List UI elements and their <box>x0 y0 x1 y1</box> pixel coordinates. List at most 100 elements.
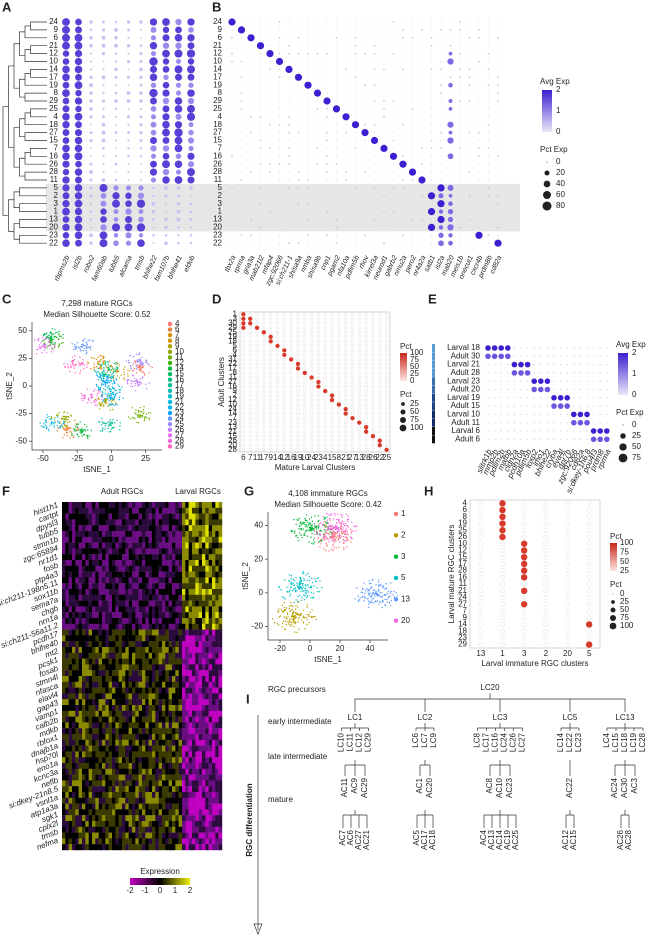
dot <box>355 226 356 228</box>
point <box>47 335 49 337</box>
point <box>116 404 118 406</box>
point <box>135 390 137 392</box>
x-axis-label: Mature Larval Clusters <box>275 463 355 472</box>
dot <box>309 393 314 398</box>
dot <box>546 422 549 424</box>
point <box>63 411 65 413</box>
heatmap-cell <box>165 507 169 514</box>
dot <box>288 242 290 245</box>
dot <box>586 635 592 641</box>
dot <box>275 420 280 425</box>
heatmap-cell <box>185 531 189 537</box>
heatmap-cell <box>105 513 109 520</box>
dot <box>187 34 195 42</box>
point <box>140 369 143 372</box>
dot <box>255 339 259 344</box>
dot <box>275 384 280 389</box>
dot <box>288 61 290 62</box>
dot <box>307 147 309 149</box>
dot <box>231 124 233 126</box>
dot <box>378 425 382 429</box>
point <box>134 385 136 387</box>
point <box>47 428 49 430</box>
dot <box>507 397 509 399</box>
heatmap-cell <box>65 548 69 555</box>
legend-label: 29 <box>175 442 184 451</box>
dot <box>350 420 355 425</box>
row-label: 28 <box>228 445 237 454</box>
dot <box>357 321 362 325</box>
dot <box>250 21 252 23</box>
dot <box>364 52 366 55</box>
point <box>77 434 79 436</box>
point <box>313 523 315 525</box>
point <box>69 431 71 433</box>
point <box>392 594 394 596</box>
dot <box>241 398 246 402</box>
dot <box>373 100 376 102</box>
point <box>112 408 114 411</box>
dot <box>564 403 570 409</box>
point <box>282 620 285 622</box>
dot <box>268 425 273 429</box>
dot <box>255 362 259 366</box>
heatmap-cell <box>78 525 83 532</box>
heatmap-cell <box>145 507 149 514</box>
heatmap-cell <box>82 502 86 508</box>
point <box>347 533 349 536</box>
dot <box>255 439 259 443</box>
point <box>306 584 309 586</box>
point <box>43 346 45 349</box>
dot <box>393 68 394 70</box>
dot <box>279 195 280 197</box>
point <box>52 349 55 351</box>
point <box>64 417 66 419</box>
dot <box>326 52 328 55</box>
point <box>145 416 148 419</box>
point <box>381 599 384 601</box>
dot <box>335 218 338 221</box>
dot <box>355 234 356 236</box>
dot <box>114 20 118 24</box>
point <box>308 518 311 520</box>
column-label: 16 <box>287 453 296 462</box>
dot <box>275 411 280 416</box>
dot <box>176 217 181 222</box>
point <box>332 549 335 551</box>
dot <box>371 317 375 321</box>
heatmap-cell <box>205 531 209 537</box>
heatmap-cell <box>135 531 139 537</box>
dot <box>384 439 389 443</box>
dot <box>288 211 290 213</box>
dot <box>150 97 157 105</box>
dot <box>303 344 307 348</box>
dot <box>127 155 130 158</box>
heatmap-cell <box>208 519 213 526</box>
row-band <box>432 368 435 377</box>
point <box>290 529 292 532</box>
heatmap-cell <box>182 531 186 537</box>
dot <box>384 384 389 389</box>
heatmap-cell <box>115 519 119 526</box>
row-label: 25 <box>228 327 237 336</box>
dot <box>268 434 273 438</box>
dot <box>248 366 252 371</box>
dot <box>520 405 522 407</box>
point <box>337 538 340 540</box>
point <box>77 435 80 438</box>
dot <box>336 92 337 94</box>
dot <box>126 20 131 24</box>
dot <box>497 116 499 118</box>
dot <box>336 195 337 197</box>
dot <box>275 326 280 330</box>
dot <box>383 132 385 134</box>
point <box>300 528 303 530</box>
dot <box>469 21 470 23</box>
point <box>49 344 51 347</box>
heatmap-cell <box>215 531 219 537</box>
dot <box>364 420 368 425</box>
point <box>45 421 48 423</box>
point <box>104 362 106 364</box>
dot <box>298 84 299 86</box>
dot <box>248 371 252 375</box>
